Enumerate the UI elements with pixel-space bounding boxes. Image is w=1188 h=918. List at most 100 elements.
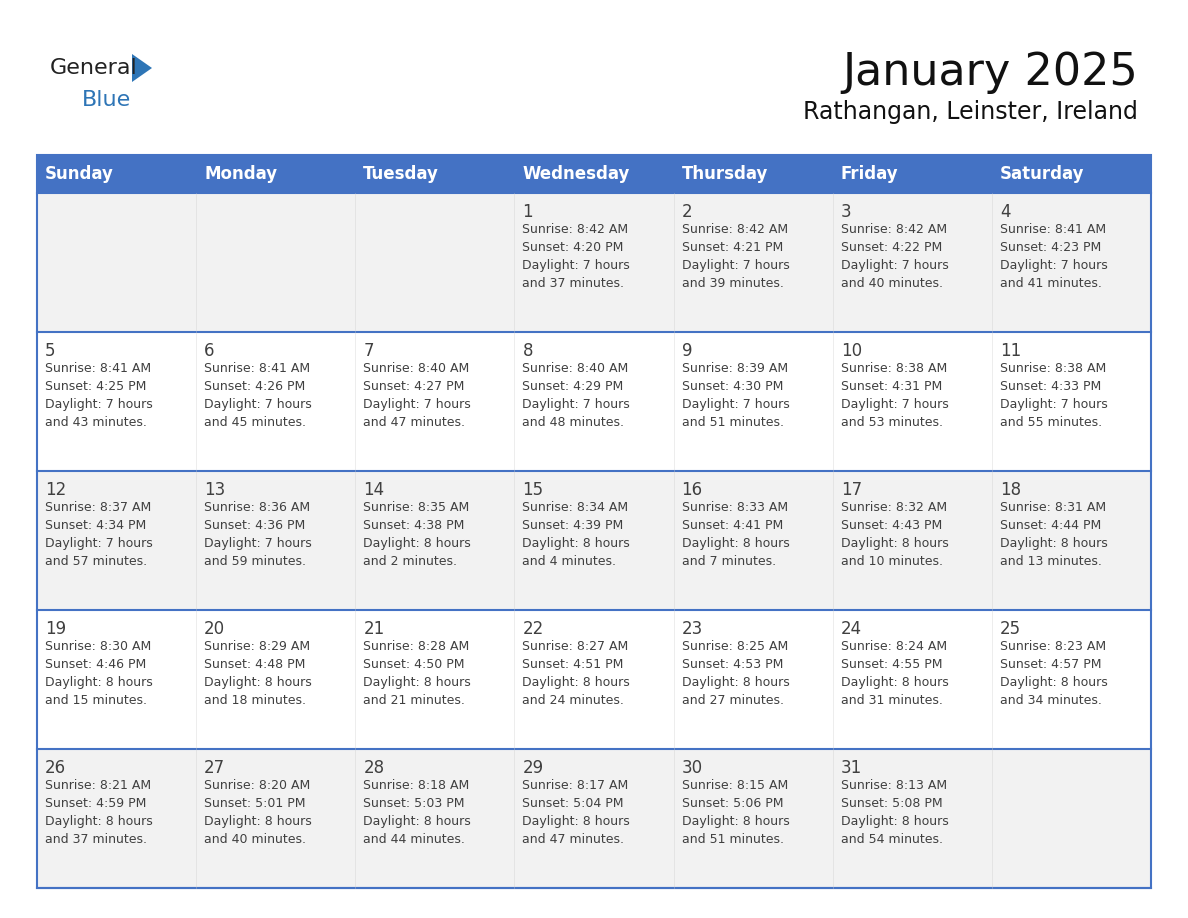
Text: Sunset: 4:31 PM: Sunset: 4:31 PM xyxy=(841,380,942,393)
Text: Sunrise: 8:36 AM: Sunrise: 8:36 AM xyxy=(204,501,310,514)
Text: and 37 minutes.: and 37 minutes. xyxy=(45,833,147,846)
Text: Sunrise: 8:21 AM: Sunrise: 8:21 AM xyxy=(45,779,151,792)
Text: Thursday: Thursday xyxy=(682,165,767,183)
Text: Daylight: 8 hours: Daylight: 8 hours xyxy=(682,676,789,689)
Text: Sunset: 4:39 PM: Sunset: 4:39 PM xyxy=(523,519,624,532)
Text: and 51 minutes.: and 51 minutes. xyxy=(682,833,784,846)
Text: and 55 minutes.: and 55 minutes. xyxy=(1000,416,1102,429)
Text: Daylight: 7 hours: Daylight: 7 hours xyxy=(841,259,948,272)
Text: and 7 minutes.: and 7 minutes. xyxy=(682,555,776,568)
Text: Daylight: 8 hours: Daylight: 8 hours xyxy=(364,537,470,550)
Text: 2: 2 xyxy=(682,203,693,221)
Text: Sunrise: 8:17 AM: Sunrise: 8:17 AM xyxy=(523,779,628,792)
Text: Daylight: 7 hours: Daylight: 7 hours xyxy=(1000,259,1107,272)
Text: Daylight: 7 hours: Daylight: 7 hours xyxy=(45,537,153,550)
Text: 20: 20 xyxy=(204,620,226,638)
Text: Daylight: 8 hours: Daylight: 8 hours xyxy=(45,815,153,828)
Text: Sunrise: 8:40 AM: Sunrise: 8:40 AM xyxy=(364,362,469,375)
Text: Saturday: Saturday xyxy=(1000,165,1085,183)
Text: 28: 28 xyxy=(364,759,385,777)
Text: and 15 minutes.: and 15 minutes. xyxy=(45,694,147,707)
Text: Sunset: 4:36 PM: Sunset: 4:36 PM xyxy=(204,519,305,532)
Text: 12: 12 xyxy=(45,481,67,499)
Text: Sunrise: 8:34 AM: Sunrise: 8:34 AM xyxy=(523,501,628,514)
Bar xyxy=(37,749,1151,888)
Text: 1: 1 xyxy=(523,203,533,221)
Text: Sunset: 4:23 PM: Sunset: 4:23 PM xyxy=(1000,241,1101,254)
Text: 3: 3 xyxy=(841,203,852,221)
Text: and 47 minutes.: and 47 minutes. xyxy=(523,833,625,846)
Text: and 21 minutes.: and 21 minutes. xyxy=(364,694,466,707)
Text: Sunset: 5:03 PM: Sunset: 5:03 PM xyxy=(364,797,465,810)
Text: Sunset: 4:59 PM: Sunset: 4:59 PM xyxy=(45,797,146,810)
Text: and 57 minutes.: and 57 minutes. xyxy=(45,555,147,568)
Text: Sunset: 4:27 PM: Sunset: 4:27 PM xyxy=(364,380,465,393)
Text: and 48 minutes.: and 48 minutes. xyxy=(523,416,625,429)
Text: 30: 30 xyxy=(682,759,702,777)
Text: and 43 minutes.: and 43 minutes. xyxy=(45,416,147,429)
Text: and 40 minutes.: and 40 minutes. xyxy=(841,277,943,290)
Bar xyxy=(514,155,674,193)
Text: Sunset: 4:21 PM: Sunset: 4:21 PM xyxy=(682,241,783,254)
Text: Daylight: 8 hours: Daylight: 8 hours xyxy=(523,537,630,550)
Text: Sunrise: 8:33 AM: Sunrise: 8:33 AM xyxy=(682,501,788,514)
Text: Sunset: 5:04 PM: Sunset: 5:04 PM xyxy=(523,797,624,810)
Bar xyxy=(196,155,355,193)
Text: January 2025: January 2025 xyxy=(842,50,1138,94)
Text: 19: 19 xyxy=(45,620,67,638)
Text: Daylight: 8 hours: Daylight: 8 hours xyxy=(204,815,312,828)
Text: 7: 7 xyxy=(364,342,374,360)
Bar xyxy=(674,155,833,193)
Text: 15: 15 xyxy=(523,481,544,499)
Text: 31: 31 xyxy=(841,759,862,777)
Text: Sunset: 4:50 PM: Sunset: 4:50 PM xyxy=(364,658,465,671)
Text: Sunset: 4:33 PM: Sunset: 4:33 PM xyxy=(1000,380,1101,393)
Text: and 39 minutes.: and 39 minutes. xyxy=(682,277,783,290)
Text: and 13 minutes.: and 13 minutes. xyxy=(1000,555,1101,568)
Text: 4: 4 xyxy=(1000,203,1010,221)
Text: Sunrise: 8:42 AM: Sunrise: 8:42 AM xyxy=(682,223,788,236)
Text: 17: 17 xyxy=(841,481,861,499)
Text: 26: 26 xyxy=(45,759,67,777)
Text: Sunrise: 8:27 AM: Sunrise: 8:27 AM xyxy=(523,640,628,653)
Text: Sunrise: 8:37 AM: Sunrise: 8:37 AM xyxy=(45,501,151,514)
Text: and 59 minutes.: and 59 minutes. xyxy=(204,555,307,568)
Text: Sunset: 4:55 PM: Sunset: 4:55 PM xyxy=(841,658,942,671)
Text: Sunset: 4:46 PM: Sunset: 4:46 PM xyxy=(45,658,146,671)
Text: Daylight: 7 hours: Daylight: 7 hours xyxy=(204,537,312,550)
Text: Blue: Blue xyxy=(82,90,131,110)
Text: Sunset: 4:41 PM: Sunset: 4:41 PM xyxy=(682,519,783,532)
Text: Sunset: 4:25 PM: Sunset: 4:25 PM xyxy=(45,380,146,393)
Text: and 54 minutes.: and 54 minutes. xyxy=(841,833,943,846)
Text: Monday: Monday xyxy=(204,165,277,183)
Text: 13: 13 xyxy=(204,481,226,499)
Text: Daylight: 7 hours: Daylight: 7 hours xyxy=(682,398,789,411)
Text: Sunset: 4:34 PM: Sunset: 4:34 PM xyxy=(45,519,146,532)
Text: and 44 minutes.: and 44 minutes. xyxy=(364,833,466,846)
Text: Sunrise: 8:24 AM: Sunrise: 8:24 AM xyxy=(841,640,947,653)
Bar xyxy=(992,155,1151,193)
Text: Sunrise: 8:15 AM: Sunrise: 8:15 AM xyxy=(682,779,788,792)
Text: Sunrise: 8:38 AM: Sunrise: 8:38 AM xyxy=(1000,362,1106,375)
Text: Sunset: 4:20 PM: Sunset: 4:20 PM xyxy=(523,241,624,254)
Text: Daylight: 8 hours: Daylight: 8 hours xyxy=(841,537,948,550)
Text: Daylight: 7 hours: Daylight: 7 hours xyxy=(523,398,630,411)
Text: General: General xyxy=(50,58,138,78)
Text: 18: 18 xyxy=(1000,481,1020,499)
Bar xyxy=(37,155,1151,888)
Text: 8: 8 xyxy=(523,342,533,360)
Text: Daylight: 8 hours: Daylight: 8 hours xyxy=(1000,537,1107,550)
Text: Rathangan, Leinster, Ireland: Rathangan, Leinster, Ireland xyxy=(803,100,1138,124)
Text: Daylight: 7 hours: Daylight: 7 hours xyxy=(1000,398,1107,411)
Text: Sunrise: 8:13 AM: Sunrise: 8:13 AM xyxy=(841,779,947,792)
Text: Sunrise: 8:41 AM: Sunrise: 8:41 AM xyxy=(1000,223,1106,236)
Text: Sunrise: 8:40 AM: Sunrise: 8:40 AM xyxy=(523,362,628,375)
Text: Sunrise: 8:20 AM: Sunrise: 8:20 AM xyxy=(204,779,310,792)
Text: Sunrise: 8:18 AM: Sunrise: 8:18 AM xyxy=(364,779,469,792)
Text: Sunrise: 8:42 AM: Sunrise: 8:42 AM xyxy=(523,223,628,236)
Text: and 10 minutes.: and 10 minutes. xyxy=(841,555,943,568)
Text: and 27 minutes.: and 27 minutes. xyxy=(682,694,784,707)
Text: Sunrise: 8:41 AM: Sunrise: 8:41 AM xyxy=(204,362,310,375)
Text: Sunrise: 8:35 AM: Sunrise: 8:35 AM xyxy=(364,501,469,514)
Text: Daylight: 8 hours: Daylight: 8 hours xyxy=(204,676,312,689)
